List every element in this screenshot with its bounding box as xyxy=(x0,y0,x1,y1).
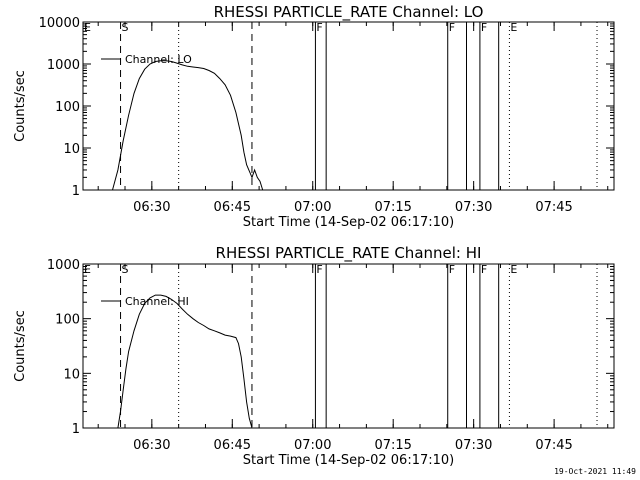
x-tick-label: 06:30 xyxy=(133,438,170,453)
x-tick-label: 07:00 xyxy=(294,200,331,215)
timestamp: 19-Oct-2021 11:49 xyxy=(554,467,636,476)
x-tick-label: 07:15 xyxy=(374,200,411,215)
y-tick-label: 1 xyxy=(72,422,80,437)
x-tick-label: 07:15 xyxy=(374,438,411,453)
x-tick-label: 07:45 xyxy=(535,438,572,453)
marker-label: S xyxy=(122,21,129,34)
marker-label: F xyxy=(316,21,322,34)
x-tick-label: 07:00 xyxy=(294,438,331,453)
marker-label: F xyxy=(449,263,455,276)
x-axis-label: Start Time (14-Sep-02 06:17:10) xyxy=(243,453,454,468)
y-tick-label: 100 xyxy=(55,100,80,115)
marker-label: F xyxy=(481,263,487,276)
x-tick-label: 06:30 xyxy=(133,200,170,215)
marker-label: S xyxy=(122,263,129,276)
series-line xyxy=(112,60,264,191)
x-tick-label: 07:45 xyxy=(535,200,572,215)
y-tick-label: 100 xyxy=(55,313,80,328)
chart-title: RHESSI PARTICLE_RATE Channel: HI xyxy=(216,244,482,263)
series-line xyxy=(117,294,253,429)
x-axis-label: Start Time (14-Sep-02 06:17:10) xyxy=(243,215,454,230)
x-tick-label: 06:45 xyxy=(214,200,251,215)
chart-title: RHESSI PARTICLE_RATE Channel: LO xyxy=(214,3,484,22)
marker-label: F xyxy=(316,263,322,276)
marker-label: E xyxy=(510,21,517,34)
plot-frame xyxy=(82,21,615,191)
x-tick-label: 07:30 xyxy=(455,438,492,453)
x-tick-label: 07:30 xyxy=(455,200,492,215)
y-axis-label: Counts/sec xyxy=(13,310,28,382)
y-tick-label: 10 xyxy=(63,367,80,382)
y-axis-label: Counts/sec xyxy=(13,70,28,142)
legend-label: Channel: HI xyxy=(125,295,189,308)
marker-label: E xyxy=(84,263,91,276)
panel-lo: RHESSI PARTICLE_RATE Channel: LO 1 10 100 10… xyxy=(13,3,615,230)
y-tick-label: 1 xyxy=(72,184,80,199)
panel-hi: RHESSI PARTICLE_RATE Channel: HI 1 10 100 10… xyxy=(13,244,615,468)
marker-label: F xyxy=(449,21,455,34)
marker-label: E xyxy=(84,21,91,34)
y-tick-label: 10 xyxy=(63,142,80,157)
plot-frame xyxy=(82,263,615,429)
marker-label: F xyxy=(481,21,487,34)
y-tick-label: 1000 xyxy=(47,258,80,273)
y-tick-label: 1000 xyxy=(47,58,80,73)
y-tick-label: 10000 xyxy=(39,16,80,31)
marker-label: E xyxy=(510,263,517,276)
legend-label: Channel: LO xyxy=(125,53,192,66)
x-tick-label: 06:45 xyxy=(214,438,251,453)
